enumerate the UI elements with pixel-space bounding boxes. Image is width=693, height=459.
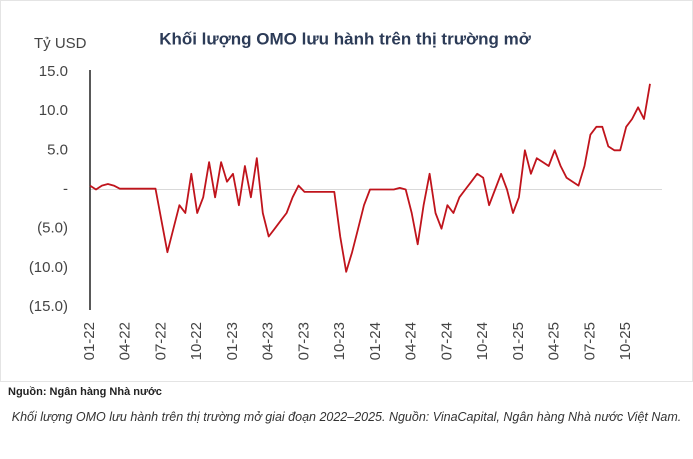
data-line — [89, 83, 651, 273]
y-tick-label: (5.0) — [37, 220, 68, 237]
x-tick-label: 04-22 — [117, 322, 134, 360]
x-tick-label: 07-22 — [152, 322, 169, 360]
y-tick-label: 10.0 — [39, 102, 68, 119]
y-tick-label: (15.0) — [29, 298, 68, 315]
x-tick-label: 04-25 — [546, 322, 563, 360]
source: Nguồn: Ngân hàng Nhà nước — [8, 386, 162, 398]
chart-title: Khối lượng OMO lưu hành trên thị trường … — [159, 29, 532, 48]
x-tick-label: 07-25 — [581, 322, 598, 360]
x-tick-label: 10-23 — [331, 322, 348, 360]
caption-text: Khối lượng OMO lưu hành trên thị trường … — [11, 410, 682, 424]
y-tick-label: (10.0) — [29, 259, 68, 276]
x-tick-label: 10-22 — [188, 322, 205, 360]
x-tick-label: 10-24 — [474, 322, 491, 360]
y-tick-label: 5.0 — [47, 141, 68, 158]
x-tick-label: 07-23 — [295, 322, 312, 360]
y-tick-label: 15.0 — [39, 63, 68, 80]
x-tick-label: 04-24 — [403, 322, 420, 360]
x-tick-label: 10-25 — [617, 322, 634, 360]
x-tick-label: 04-23 — [260, 322, 277, 360]
chart: Khối lượng OMO lưu hành trên thị trường … — [29, 29, 662, 360]
x-tick-label: 07-24 — [438, 322, 455, 360]
x-tick-label: 01-22 — [81, 322, 98, 360]
caption: Khối lượng OMO lưu hành trên thị trường … — [0, 408, 693, 427]
x-tick-label: 01-24 — [367, 322, 384, 360]
x-tick-label: 01-25 — [510, 322, 527, 360]
y-axis-label: Tỷ USD — [34, 35, 87, 52]
y-tick-label: - — [63, 180, 68, 197]
x-tick-label: 01-23 — [224, 322, 241, 360]
